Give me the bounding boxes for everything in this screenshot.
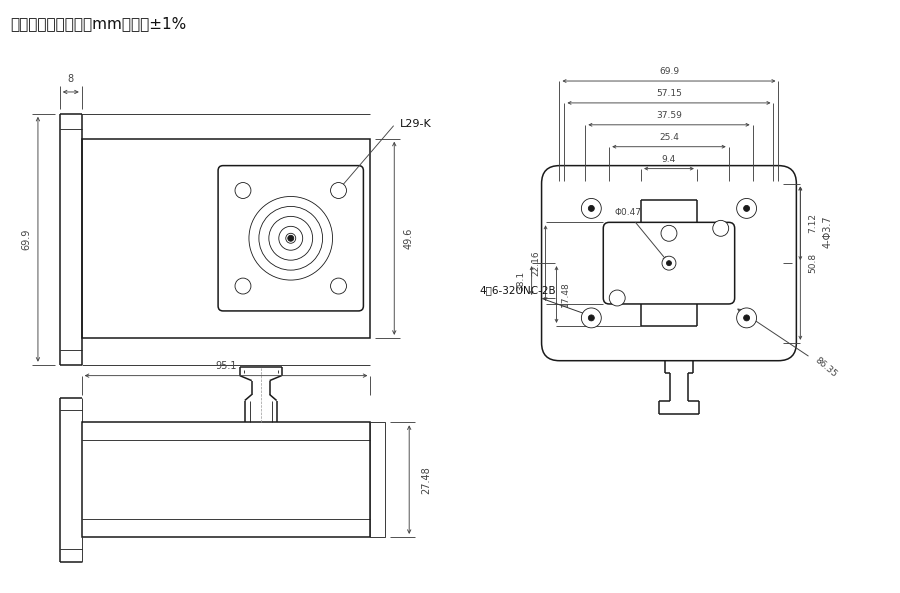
Text: 7.12: 7.12	[808, 213, 817, 233]
Bar	[371, 422, 385, 537]
Text: 50.8: 50.8	[808, 253, 817, 273]
Circle shape	[330, 278, 346, 294]
Text: 57.15: 57.15	[656, 89, 682, 98]
Text: 27.48: 27.48	[421, 466, 431, 493]
FancyBboxPatch shape	[218, 165, 364, 311]
Circle shape	[581, 308, 601, 328]
Text: 86.35: 86.35	[738, 309, 839, 380]
Text: 37.59: 37.59	[656, 111, 682, 120]
Text: 25.4: 25.4	[659, 133, 679, 142]
Text: 4剈6-32UNC-2B: 4剈6-32UNC-2B	[480, 285, 593, 317]
FancyBboxPatch shape	[603, 222, 734, 304]
Circle shape	[743, 315, 750, 321]
FancyBboxPatch shape	[542, 165, 796, 361]
Circle shape	[743, 205, 750, 211]
Text: Φ0.47: Φ0.47	[614, 208, 667, 260]
Text: 8: 8	[68, 74, 74, 84]
Circle shape	[661, 225, 677, 241]
Text: 49.6: 49.6	[403, 228, 413, 249]
Text: 95.1: 95.1	[215, 361, 237, 371]
Circle shape	[330, 183, 346, 199]
Circle shape	[609, 290, 626, 306]
Text: 4-Φ3.7: 4-Φ3.7	[823, 215, 832, 248]
Circle shape	[713, 221, 729, 236]
Text: L29-K: L29-K	[400, 119, 432, 129]
Circle shape	[737, 308, 757, 328]
Text: 69.9: 69.9	[659, 67, 679, 76]
Text: 69.9: 69.9	[21, 228, 31, 250]
Circle shape	[581, 199, 601, 218]
Circle shape	[667, 261, 671, 266]
Text: 结构尺寸图（单位：mm）误差±1%: 结构尺寸图（单位：mm）误差±1%	[10, 17, 186, 31]
Circle shape	[737, 199, 757, 218]
Text: 38.1: 38.1	[517, 270, 526, 291]
Text: 17.48: 17.48	[561, 282, 570, 307]
Bar	[82, 422, 371, 537]
Circle shape	[589, 315, 594, 321]
Text: 22.16: 22.16	[532, 250, 541, 276]
Circle shape	[662, 256, 676, 270]
Circle shape	[589, 205, 594, 211]
Circle shape	[235, 278, 251, 294]
Circle shape	[288, 235, 293, 241]
Bar	[82, 139, 371, 338]
Circle shape	[235, 183, 251, 199]
Text: 9.4: 9.4	[662, 155, 676, 164]
